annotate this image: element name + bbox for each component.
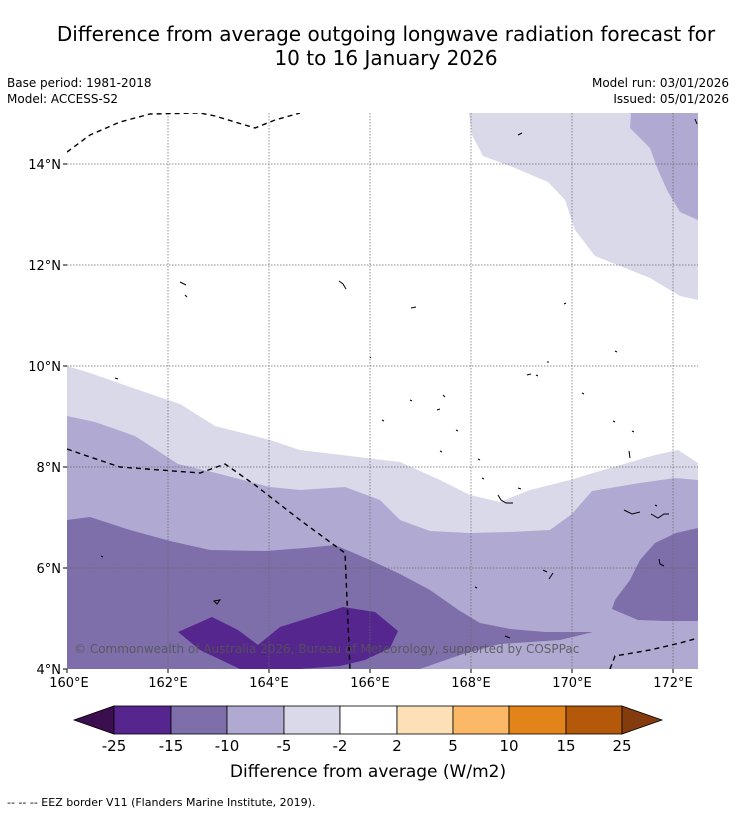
colorbar-bin: [283, 705, 341, 735]
model-name: Model: ACCESS-S2: [7, 92, 119, 106]
colorbar-tick: -5: [277, 737, 292, 755]
lat-label: 10°N: [28, 360, 61, 375]
lat-label: 8°N: [37, 461, 62, 476]
island: [179, 281, 188, 298]
axis-ticks: [63, 163, 674, 673]
lon-label: 162°E: [148, 676, 188, 691]
lon-label: 168°E: [451, 676, 491, 691]
lon-label: 160°E: [49, 676, 89, 691]
island: [623, 504, 669, 519]
lon-label: 164°E: [249, 676, 289, 691]
model-run: Model run: 03/01/2026: [591, 76, 729, 90]
lat-label: 6°N: [37, 562, 62, 577]
contour-light-ne: [630, 113, 698, 220]
island: [504, 635, 511, 639]
colorbar-tick: -2: [333, 737, 348, 755]
lat-label: 12°N: [28, 259, 61, 274]
contour-lightest-ne: [469, 113, 698, 300]
island: [369, 356, 372, 359]
latitude-labels: 14°N 12°N 10°N 8°N 6°N 4°N: [28, 158, 61, 678]
issued-date: Issued: 05/01/2026: [613, 92, 729, 106]
islands: [100, 118, 698, 639]
meta-left: Base period: 1981-2018 Model: ACCESS-S2: [7, 75, 152, 107]
lon-label: 172°E: [653, 676, 693, 691]
island: [497, 487, 522, 504]
colorbar-tick: 15: [556, 737, 575, 755]
colorbar-tick: 10: [499, 737, 518, 755]
colorbar-ticks: -25 -15 -10 -5 -2 2 5 10 15 25: [102, 737, 632, 755]
eez-footnote: -- -- -- EEZ border V11 (Flanders Marine…: [7, 796, 316, 809]
colorbar-tick: 2: [392, 737, 402, 755]
colorbar-tick: 25: [612, 737, 631, 755]
graticule: [67, 113, 698, 669]
colorbar-tick: -15: [159, 737, 184, 755]
colorbar-tick: 5: [448, 737, 458, 755]
island: [563, 302, 567, 305]
lon-label: 170°E: [552, 676, 592, 691]
island: [381, 419, 459, 453]
map-title: Difference from average outgoing longwav…: [0, 22, 736, 70]
island: [338, 280, 347, 290]
meta-right: Model run: 03/01/2026 Issued: 05/01/2026: [592, 75, 729, 107]
island: [658, 558, 665, 567]
colorbar-bin: [339, 705, 398, 735]
anomaly-field: [67, 113, 698, 669]
colorbar-bin: [452, 705, 510, 735]
island: [212, 599, 222, 605]
lat-label: 4°N: [37, 663, 62, 678]
eez-border-west: [67, 448, 351, 669]
island: [410, 306, 417, 309]
island: [100, 555, 104, 558]
colorbar-tick: -25: [102, 737, 127, 755]
eez-border-se: [609, 637, 698, 669]
colorbar-caption: Difference from average (W/m2): [229, 762, 507, 782]
island: [114, 377, 119, 380]
island: [614, 350, 618, 353]
colorbar-bin: [113, 705, 172, 735]
eez-border-north: [67, 113, 301, 153]
colorbar-bin: [565, 705, 623, 735]
island: [526, 361, 549, 377]
contour-dark: [178, 607, 398, 669]
island: [517, 132, 523, 136]
colorbar-extend-high: [621, 705, 664, 735]
lat-label: 14°N: [28, 158, 61, 173]
colorbar-bin: [170, 705, 228, 735]
colorbar-bin: [396, 705, 454, 735]
contour-medium-e: [612, 528, 698, 621]
lon-label: 166°E: [350, 676, 390, 691]
island: [581, 392, 635, 433]
island: [409, 394, 446, 411]
island: [542, 569, 554, 580]
title-line-1: Difference from average outgoing longwav…: [56, 22, 716, 46]
longitude-labels: 160°E 162°E 164°E 166°E 168°E 170°E 172°…: [49, 676, 693, 691]
colorbar-bin: [508, 705, 567, 735]
title-line-2: 10 to 16 January 2026: [274, 46, 498, 70]
eez-borders: [67, 113, 698, 669]
island: [694, 118, 698, 125]
island: [474, 586, 478, 589]
copyright-notice: © Commonwealth of Australia 2026, Bureau…: [74, 642, 579, 656]
colorbar-extend-low: [72, 705, 115, 735]
colorbar-bin: [226, 705, 285, 735]
base-period: Base period: 1981-2018: [7, 76, 152, 90]
colorbar-tick: -10: [215, 737, 240, 755]
island: [477, 450, 631, 480]
colorbar: [72, 705, 664, 735]
